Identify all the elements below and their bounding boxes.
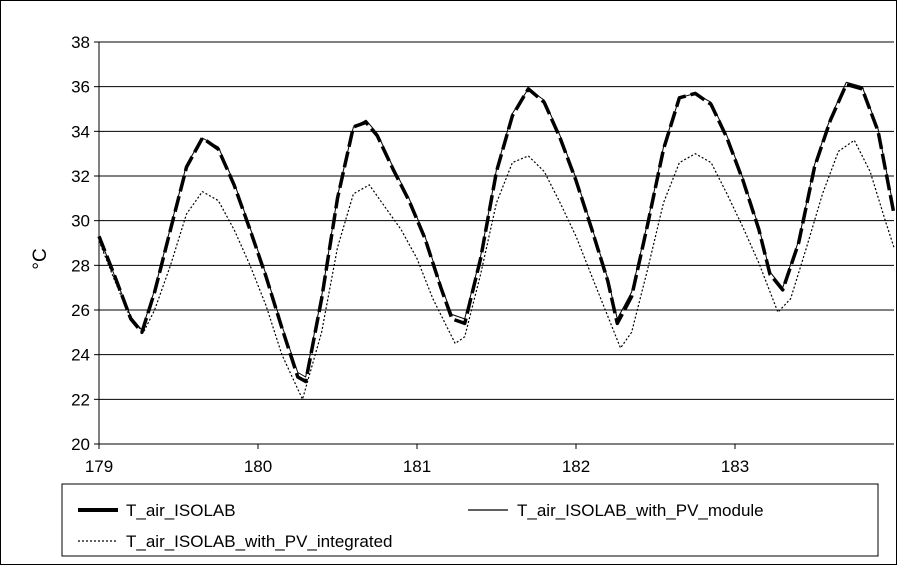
y-tick-label-36: 36: [71, 78, 90, 97]
x-tick-label-179: 179: [85, 457, 113, 476]
y-tick-label-24: 24: [71, 346, 90, 365]
x-tick-label-182: 182: [562, 457, 590, 476]
legend-item-t-air-isolab: T_air_ISOLAB: [78, 501, 236, 520]
legend-item-t-air-isolab-with-pv-module: T_air_ISOLAB_with_PV_module: [468, 501, 764, 520]
series-lines: [97, 81, 896, 400]
series-line-t-air-isolab-with-pv-module: [98, 81, 895, 378]
legend-label-t-air-isolab: T_air_ISOLAB: [126, 501, 236, 520]
legend: T_air_ISOLAB T_air_ISOLAB_with_PV_module…: [61, 483, 879, 557]
x-tick-label-183: 183: [721, 457, 749, 476]
legend-label-pv-integrated: T_air_ISOLAB_with_PV_integrated: [126, 532, 393, 551]
y-tick-label-32: 32: [71, 167, 90, 186]
legend-label-pv-module: T_air_ISOLAB_with_PV_module: [517, 501, 764, 520]
y-tick-label-20: 20: [71, 435, 90, 454]
y-tick-label-30: 30: [71, 212, 90, 231]
x-tick-label-180: 180: [244, 457, 272, 476]
gridlines: [99, 41, 894, 400]
legend-item-t-air-isolab-with-pv-integrated: T_air_ISOLAB_with_PV_integrated: [78, 532, 393, 551]
y-tick-label-28: 28: [71, 256, 90, 275]
axes: [94, 41, 894, 449]
legend-box: [61, 483, 879, 557]
y-axis-label: °C: [30, 248, 51, 269]
y-tick-label-38: 38: [71, 33, 90, 52]
tick-labels: 20 22 24 26 28 30 32 34 36 38 179 180 181 182 183: [71, 33, 749, 476]
series-line-t-air-isolab-with-pv-integrated: [98, 139, 895, 400]
x-tick-label-181: 181: [403, 457, 431, 476]
y-tick-label-26: 26: [71, 301, 90, 320]
y-tick-label-34: 34: [71, 122, 90, 141]
series-line-t-air-isolab: [97, 82, 896, 384]
y-tick-label-22: 22: [71, 390, 90, 409]
